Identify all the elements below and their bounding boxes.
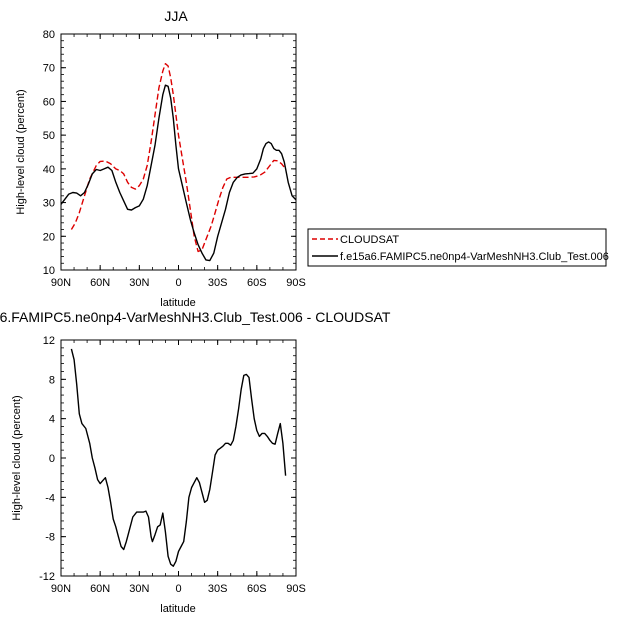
legend-label-cloudsat: CLOUDSAT [340,234,399,246]
bottom-chart: 6.FAMIPC5.ne0np4-VarMeshNH3.Club_Test.00… [0,309,391,615]
top-y-tick-label: 10 [43,265,55,277]
bottom-x-axis-label: latitude [160,603,195,615]
top-y-tick-label: 60 [43,96,55,108]
bottom-x-tick-label: 90N [51,583,71,595]
top-x-tick-label: 0 [175,277,181,289]
top-y-tick-label: 30 [43,198,55,210]
top-x-tick-label: 60N [90,277,110,289]
top-x-tick-label: 90N [51,277,71,289]
bottom-y-tick-label: 0 [49,453,55,465]
bottom-x-tick-label: 60N [90,583,110,595]
top-plot-frame [60,33,297,271]
bottom-x-tick-label: 90S [286,583,306,595]
bottom-x-tick-label: 30N [129,583,149,595]
top-x-tick-label: 90S [286,277,306,289]
top-x-tick-label: 30S [208,277,228,289]
bottom-plot-frame [60,339,297,577]
legend-label-model: f.e15a6.FAMIPC5.ne0np4-VarMeshNH3.Club_T… [340,251,609,263]
bottom-y-tick-label: -12 [39,571,55,583]
legend: CLOUDSAT f.e15a6.FAMIPC5.ne0np4-VarMeshN… [307,228,609,267]
bottom-x-tick-label: 30S [208,583,228,595]
top-x-axis-label: latitude [160,297,195,309]
top-x-tick-label: 60S [247,277,267,289]
legend-box [307,228,607,267]
bottom-y-tick-label: 12 [43,335,55,347]
top-series-cloudsat [70,63,287,253]
bottom-y-tick-label: 4 [49,414,55,426]
top-y-axis-label: High-level cloud (percent) [15,89,27,214]
bottom-y-tick-label: -8 [45,532,55,544]
top-x-tick-label: 30N [129,277,149,289]
top-y-tick-label: 40 [43,164,55,176]
top-y-tick-label: 80 [43,29,55,41]
top-y-tick-label: 70 [43,63,55,75]
bottom-difference-line [70,348,287,567]
bottom-x-tick-label: 60S [247,583,267,595]
bottom-y-tick-label: 8 [49,374,55,386]
top-y-tick-label: 20 [43,231,55,243]
top-series-model [60,84,297,262]
top-chart: JJA 90N 60N 30N 0 30S 60S 90S1020304050607080 … [15,8,306,309]
top-y-tick-label: 50 [43,130,55,142]
bottom-y-tick-label: -4 [45,492,55,504]
bottom-chart-title: 6.FAMIPC5.ne0np4-VarMeshNH3.Club_Test.00… [0,309,391,325]
bottom-y-axis-label: High-level cloud (percent) [11,395,23,520]
bottom-x-tick-label: 0 [175,583,181,595]
top-chart-title: JJA [164,8,188,24]
